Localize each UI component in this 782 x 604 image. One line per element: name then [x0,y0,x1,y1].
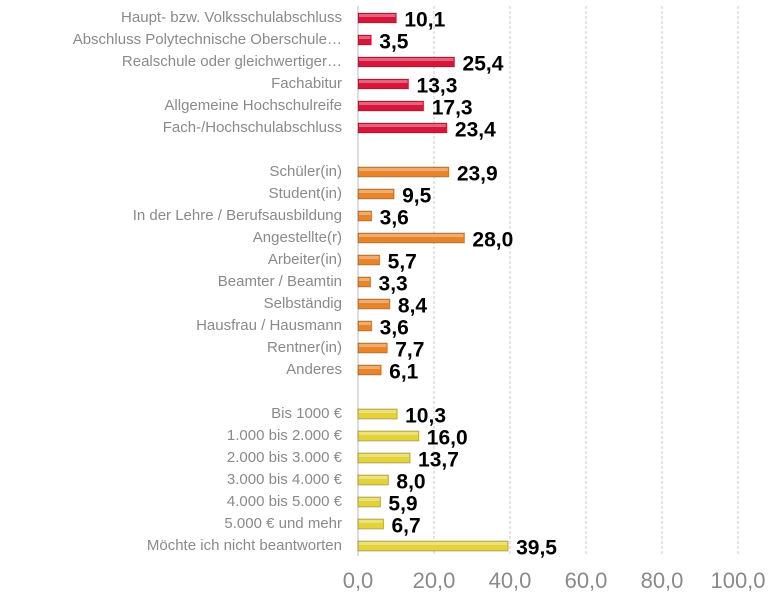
value-label: 13,7 [418,449,459,472]
value-label: 23,9 [457,163,498,186]
bar [357,474,389,486]
y-tick-label: Rentner(in) [267,339,342,356]
bar-highlight [359,322,371,325]
value-label: 17,3 [432,97,473,120]
y-tick-label: 3.000 bis 4.000 € [227,471,343,488]
bar [357,408,398,420]
y-tick-label: Schüler(in) [269,163,342,180]
value-label: 3,6 [380,207,409,230]
y-tick-label: Haupt- bzw. Volksschulabschluss [121,9,342,26]
value-label: 13,3 [417,75,458,98]
y-tick-label: 5.000 € und mehr [224,515,342,532]
bar [357,276,372,288]
value-label: 3,3 [379,273,408,296]
bar [357,78,410,90]
bar-highlight [359,58,454,61]
x-tick-label: 60,0 [565,568,608,593]
bar-highlight [359,454,410,457]
value-label: 16,0 [427,427,468,450]
value-label: 28,0 [472,229,513,252]
value-label: 8,0 [396,471,425,494]
bar [357,320,373,332]
y-tick-label: Angestellte(r) [253,229,342,246]
bar [357,100,425,112]
y-tick-label: 2.000 bis 3.000 € [227,449,343,466]
y-tick-label: Student(in) [269,185,342,202]
value-label: 23,4 [455,119,496,142]
bar-highlight [359,278,370,281]
bar [357,298,391,310]
bar [357,56,456,68]
bar [357,254,381,266]
bar-highlight [359,344,387,347]
bar-highlight [359,14,396,17]
y-tick-label: 1.000 bis 2.000 € [227,427,343,444]
y-tick-label: In der Lehre / Berufsausbildung [133,207,342,224]
bar [357,232,465,244]
bar-highlight [359,520,383,523]
bar-highlight [359,542,508,545]
y-tick-label: Möchte ich nicht beantworten [147,537,342,554]
x-tick-label: 80,0 [641,568,684,593]
bar-highlight [359,432,418,435]
value-label: 9,5 [402,185,432,208]
bar-highlight [359,234,464,237]
value-label: 6,1 [389,361,419,384]
value-label: 5,7 [388,251,417,274]
y-tick-label: Realschule oder gleichwertiger… [122,53,342,70]
value-label: 10,3 [405,405,446,428]
value-label: 25,4 [463,53,504,76]
bar-highlight [359,168,448,171]
bar [357,34,372,46]
value-label: 3,5 [379,31,409,54]
y-tick-label: Selbständig [264,295,342,312]
bar-highlight [359,410,397,413]
value-label: 39,5 [516,537,557,560]
bar-highlight [359,476,388,479]
x-tick-label: 40,0 [489,568,532,593]
x-tick-label: 0,0 [343,568,374,593]
value-label: 7,7 [395,339,424,362]
y-tick-label: Fachabitur [271,75,342,92]
bar-highlight [359,80,408,83]
y-tick-label: Beamter / Beamtin [218,273,342,290]
bar-highlight [359,190,394,193]
y-tick-label: Abschluss Polytechnische Oberschule… [73,31,342,48]
y-tick-label: Arbeiter(in) [268,251,342,268]
y-tick-label: Hausfrau / Hausmann [196,317,342,334]
value-label: 5,9 [388,493,417,516]
bar [357,166,450,178]
bar [357,122,448,134]
bar-highlight [359,300,389,303]
y-tick-label: 4.000 bis 5.000 € [227,493,343,510]
bar [357,12,397,24]
bar [357,430,420,442]
value-label: 8,4 [398,295,428,318]
bar [357,540,509,552]
bar [357,452,411,464]
bar-highlight [359,124,446,127]
bar [357,210,373,222]
bar-highlight [359,366,381,369]
x-tick-label: 20,0 [413,568,456,593]
x-tick-label: 100,0 [710,568,765,593]
bar [357,364,382,376]
y-tick-label: Bis 1000 € [271,405,343,422]
bar [357,342,388,354]
value-label: 6,7 [391,515,420,538]
y-tick-label: Allgemeine Hochschulreife [164,97,342,114]
bar-highlight [359,256,379,259]
bar [357,518,384,530]
value-label: 3,6 [380,317,409,340]
bar-highlight [359,212,371,215]
bar-highlight [359,102,423,105]
y-tick-label: Anderes [286,361,342,378]
bar [357,496,381,508]
bar-highlight [359,498,380,501]
y-tick-label: Fach-/Hochschulabschluss [163,119,342,136]
bar-highlight [359,36,371,39]
bar [357,188,395,200]
value-label: 10,1 [404,9,445,32]
